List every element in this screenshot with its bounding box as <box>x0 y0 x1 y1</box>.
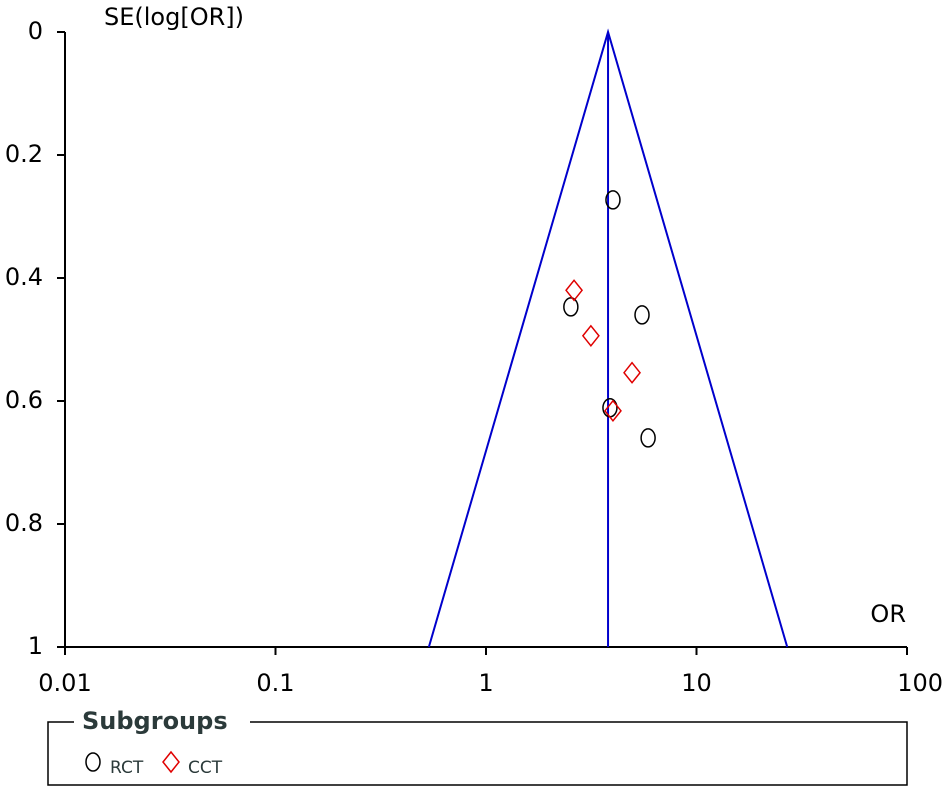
y-tick-label: 0.2 <box>5 140 43 168</box>
y-tick-label: 0.8 <box>5 509 43 537</box>
x-tick-label: 0.01 <box>38 669 91 697</box>
data-point <box>623 361 641 384</box>
data-point <box>640 428 656 448</box>
data-point <box>602 398 618 418</box>
x-tick-label: 10 <box>681 669 712 697</box>
data-point <box>605 190 621 210</box>
y-axis-title: SE(log[OR]) <box>104 3 244 31</box>
x-tick-label: 1 <box>478 669 493 697</box>
x-tick-label: 0.1 <box>256 669 294 697</box>
legend-label: CCT <box>188 758 223 778</box>
legend-label: RCT <box>110 758 144 778</box>
data-point <box>581 324 600 348</box>
data-point <box>634 305 650 325</box>
data-point <box>563 297 579 317</box>
y-tick-label: 1 <box>28 632 43 660</box>
x-axis-title: OR <box>870 600 906 628</box>
y-tick-label: 0 <box>28 17 43 45</box>
x-tick-label: 100 <box>897 669 943 697</box>
legend-box <box>47 721 908 786</box>
funnel <box>427 28 789 648</box>
legend-marker <box>85 752 101 772</box>
y-tick-label: 0.4 <box>5 263 43 291</box>
y-tick-label: 0.6 <box>5 386 43 414</box>
legend-title: Subgroups <box>82 707 228 735</box>
data-point <box>565 279 584 302</box>
data-point <box>604 399 622 423</box>
legend-marker <box>162 750 180 774</box>
